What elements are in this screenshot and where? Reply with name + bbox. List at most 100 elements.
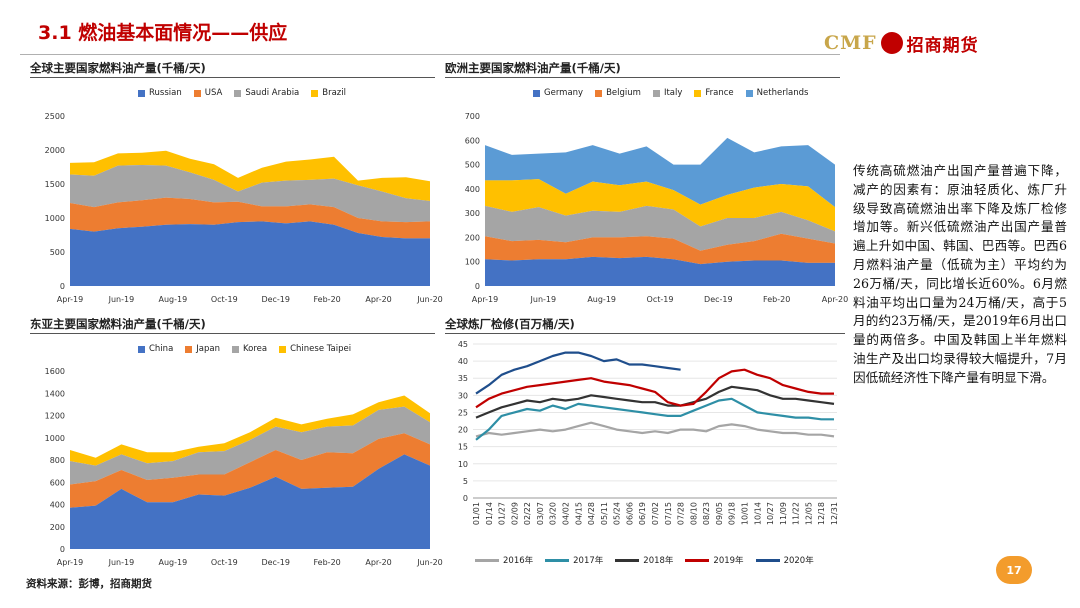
area-series-belgium (485, 233, 835, 265)
y-tick-label: 10 (458, 460, 468, 469)
legend-label: 2017年 (573, 556, 604, 566)
x-tick-label: Feb-20 (314, 558, 341, 567)
legend-swatch (533, 89, 540, 97)
x-tick-label: 09/18 (728, 502, 737, 525)
y-tick-label: 1000 (45, 214, 65, 223)
area-series-china (70, 454, 430, 549)
legend-swatch (232, 345, 239, 353)
legend-item: Italy (652, 88, 682, 98)
legend-label: Netherlands (756, 88, 809, 98)
legend-label: 2018年 (643, 556, 674, 566)
area-series-usa (70, 197, 430, 239)
area-series-italy (485, 205, 835, 251)
legend-swatch (615, 558, 640, 562)
x-tick-label: Apr-20 (365, 558, 391, 567)
y-tick-label: 1500 (45, 180, 65, 189)
y-tick-label: 800 (50, 456, 65, 465)
y-tick-label: 45 (458, 340, 468, 349)
x-tick-label: 05/11 (600, 502, 609, 525)
y-tick-label: 0 (463, 494, 468, 503)
area-series-korea (70, 406, 430, 485)
legend-item: Germany (533, 88, 583, 98)
x-tick-label: 01/14 (485, 502, 494, 525)
chart-legend: Germany Belgium Italy France Netherlands (533, 88, 808, 98)
legend-swatch (279, 345, 287, 353)
y-tick-label: 0 (60, 282, 65, 291)
area-series-netherlands (485, 137, 835, 208)
legend-item: 2019年 (685, 554, 744, 566)
chart-legend: Russian USA Saudi Arabia Brazil (138, 88, 346, 98)
legend-item: Russian (138, 88, 182, 98)
x-tick-label: 01/27 (498, 502, 507, 525)
x-tick-label: Aug-19 (159, 295, 188, 304)
y-tick-label: 500 (465, 161, 480, 170)
legend-label: France (705, 88, 734, 98)
chart-panel-europe: 欧洲主要国家燃料油产量(千桶/天) Germany Belgium Italy Fra… (445, 60, 848, 304)
legend-label: 2019年 (713, 556, 744, 566)
x-tick-label: 04/28 (587, 502, 596, 525)
chart-legend: 2016年 2017年 2018年 2019年 2020年 (475, 554, 814, 566)
legend-label: 2020年 (783, 556, 814, 566)
x-tick-label: 12/18 (817, 502, 826, 525)
x-tick-label: 02/22 (523, 502, 532, 525)
legend-item: France (694, 88, 734, 98)
legend-item: Saudi Arabia (234, 88, 299, 98)
chart-title-rule (445, 333, 845, 334)
legend-label: Belgium (606, 88, 641, 98)
x-tick-label: 10/14 (753, 502, 762, 525)
x-tick-label: Feb-20 (763, 295, 790, 304)
legend-item: Belgium (595, 88, 641, 98)
source-note: 资料来源：彭博，招商期货 (26, 578, 152, 590)
x-tick-label: Jun-20 (416, 558, 443, 567)
legend-swatch (755, 558, 780, 562)
legend-swatch (193, 89, 201, 97)
chart-title-rule (445, 77, 840, 78)
x-tick-label: 09/05 (715, 502, 724, 525)
legend-swatch (138, 345, 145, 353)
x-tick-label: 12/05 (804, 502, 813, 525)
legend-label: China (149, 344, 174, 354)
y-tick-label: 2500 (45, 112, 65, 121)
legend-item: 2018年 (615, 554, 673, 566)
x-tick-label: Apr-19 (57, 558, 83, 567)
y-tick-label: 200 (50, 523, 65, 532)
y-tick-label: 200 (465, 233, 480, 242)
area-series-brazil (70, 150, 430, 201)
y-tick-label: 1000 (45, 434, 65, 443)
logo-seal-icon (880, 32, 903, 54)
y-tick-label: 600 (465, 136, 480, 145)
legend-item: Brazil (311, 88, 346, 98)
area-series-france (485, 179, 835, 232)
x-tick-label: Apr-19 (472, 295, 498, 304)
legend-label: USA (204, 88, 223, 98)
x-tick-label: 10/27 (766, 502, 775, 525)
x-tick-label: Feb-20 (314, 295, 341, 304)
legend-swatch (685, 558, 710, 562)
x-tick-label: Oct-19 (211, 558, 238, 567)
y-tick-label: 400 (465, 185, 480, 194)
y-tick-label: 40 (458, 357, 468, 366)
legend-item: Chinese Taipei (279, 344, 351, 354)
chart-title: 全球炼厂检修(百万桶/天) (445, 317, 575, 331)
y-tick-label: 20 (458, 426, 468, 435)
legend-item: 2020年 (755, 554, 814, 566)
page-number-badge: 17 (996, 556, 1032, 584)
chart-title-rule (30, 77, 435, 78)
chart-plot: 0 200 400 600 800 1000 1200 1400 1600 Apr-19 Jun-1… (45, 367, 443, 567)
legend-swatch (595, 89, 603, 97)
y-tick-label: 1400 (45, 389, 65, 398)
legend-swatch (311, 89, 319, 97)
slide-title: 3.1 燃油基本面情况——供应 (38, 22, 288, 44)
line-series-2020年 (475, 351, 681, 395)
legend-label: Chinese Taipei (290, 344, 352, 354)
x-tick-label: Jun-19 (108, 295, 135, 304)
y-tick-label: 2000 (45, 146, 65, 155)
y-tick-label: 1600 (45, 367, 65, 376)
x-tick-label: 06/06 (625, 502, 634, 525)
x-tick-label: 03/20 (549, 502, 558, 525)
legend-swatch (185, 345, 193, 353)
y-tick-label: 400 (50, 501, 65, 510)
legend-label: Brazil (322, 88, 346, 98)
line-series-2019年 (475, 368, 834, 409)
x-tick-label: Apr-20 (822, 295, 848, 304)
